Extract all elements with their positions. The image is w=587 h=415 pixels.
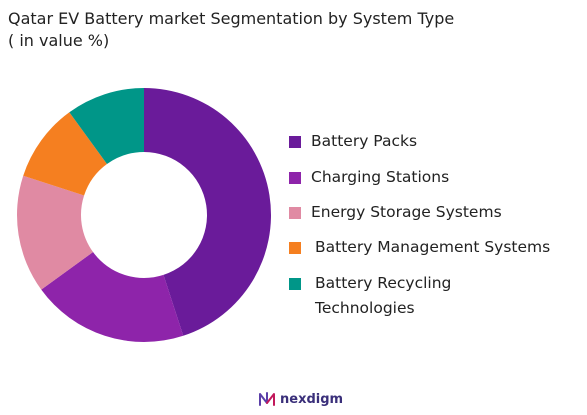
donut-slice-charging-stations bbox=[41, 252, 184, 342]
brand-logo: nexdigm bbox=[258, 391, 343, 407]
donut-slice-battery-packs bbox=[144, 88, 271, 336]
legend-swatch bbox=[289, 242, 301, 254]
legend-label: Technologies bbox=[315, 299, 415, 317]
legend-label: Battery Management Systems bbox=[315, 238, 551, 256]
legend-item: Battery Recycling Technologies bbox=[289, 273, 452, 319]
legend-item: Battery Packs bbox=[289, 131, 417, 152]
legend-swatch bbox=[289, 172, 301, 184]
legend-label: Charging Stations bbox=[311, 168, 450, 186]
chart-title-line-2: ( in value %) bbox=[8, 31, 110, 50]
legend-item: Charging Stations bbox=[289, 167, 449, 188]
nexdigm-logo-icon bbox=[259, 392, 275, 406]
chart-title: Qatar EV Battery market Segmentation by … bbox=[8, 8, 454, 52]
donut-slice-energy-storage-systems bbox=[16, 175, 94, 290]
legend-item: Energy Storage Systems bbox=[289, 202, 502, 223]
donut-slice-battery-recycling-technologies bbox=[69, 88, 144, 165]
chart-title-line-1: Qatar EV Battery market Segmentation by … bbox=[8, 9, 455, 28]
legend-label: Battery Recycling bbox=[315, 274, 452, 292]
legend-swatch bbox=[289, 207, 301, 219]
logo-text: nexdigm bbox=[280, 391, 344, 407]
donut-slice-battery-management-systems bbox=[23, 112, 107, 196]
legend-item: Battery Management Systems bbox=[289, 237, 551, 258]
legend-swatch bbox=[289, 136, 301, 148]
legend-swatch bbox=[289, 278, 301, 290]
legend-label: Battery Packs bbox=[311, 132, 418, 150]
legend-label: Energy Storage Systems bbox=[311, 203, 502, 221]
